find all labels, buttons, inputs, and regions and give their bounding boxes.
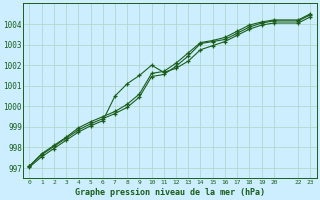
X-axis label: Graphe pression niveau de la mer (hPa): Graphe pression niveau de la mer (hPa)	[75, 188, 265, 197]
